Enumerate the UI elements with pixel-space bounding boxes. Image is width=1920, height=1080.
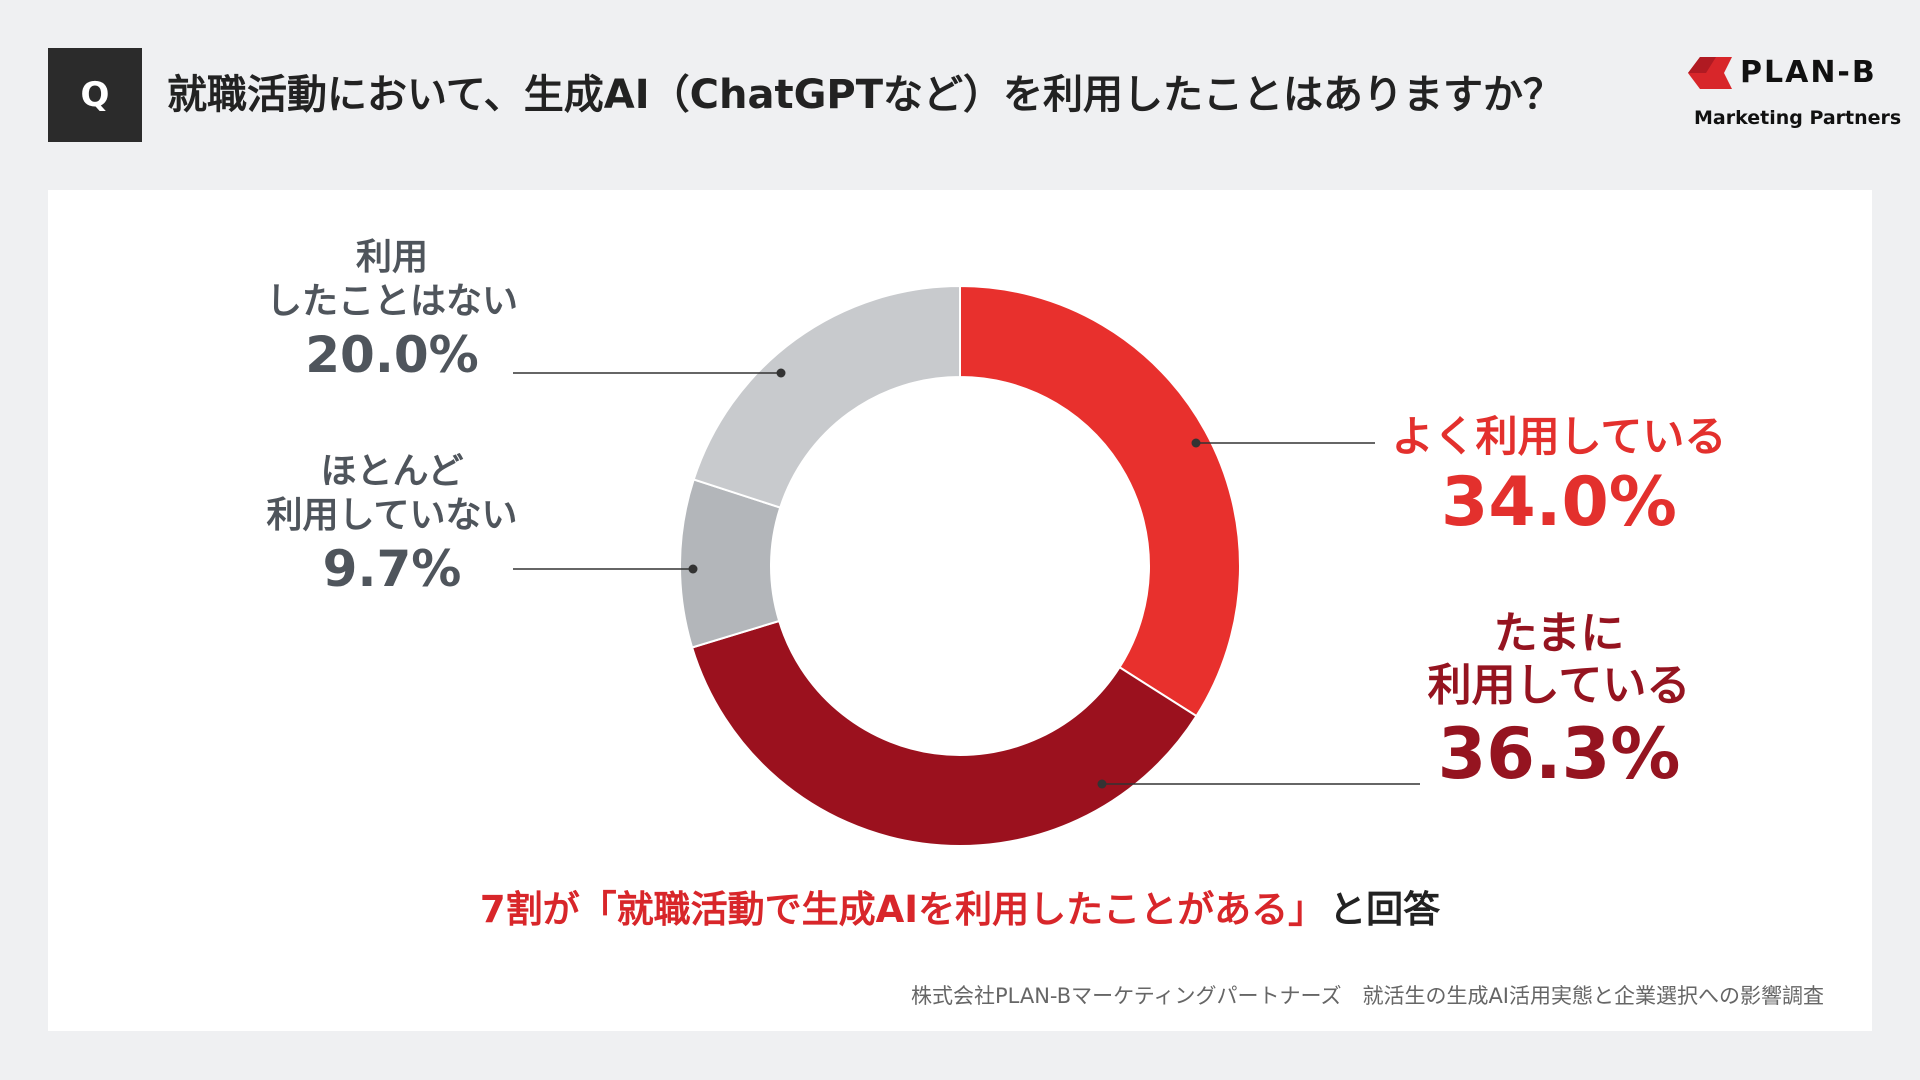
logo-sub: Marketing Partners <box>1694 107 1902 129</box>
donut-slice <box>690 619 1198 847</box>
donut-slice <box>679 478 782 649</box>
slice-label-value: 9.7% <box>322 540 462 598</box>
donut-slice <box>959 284 1241 718</box>
leader-dot <box>1191 438 1201 448</box>
logo-mark-icon <box>1688 57 1732 89</box>
slice-label-name: ほとんど <box>320 451 464 492</box>
slice-label-name: したことはない <box>265 281 519 322</box>
conclusion-rest: と回答 <box>1329 888 1441 931</box>
slice-label-name: 利用していない <box>266 495 518 536</box>
question-badge: Q <box>48 48 142 142</box>
conclusion-highlight: 7割が「就職活動で生成AIを利用したことがある」 <box>479 888 1326 931</box>
page-title: 就職活動において、生成AI（ChatGPTなど）を利用したことはありますか？ <box>167 72 1564 118</box>
logo: PLAN-B Marketing Partners <box>1688 55 1901 136</box>
conclusion: 7割が「就職活動で生成AIを利用したことがある」 と回答 <box>480 886 1440 934</box>
slice-label: 利用 したことはない 20.0% <box>266 236 518 386</box>
slice-label: たまに 利用している 36.3% <box>1428 608 1691 796</box>
leader-dot <box>688 564 698 574</box>
slice-label-name: たまに <box>1493 608 1625 659</box>
source-note: 株式会社PLAN-Bマーケティングパートナーズ 就活生の生成AI活用実態と企業選… <box>911 984 1824 1008</box>
slice-label-name: 利用している <box>1427 660 1691 711</box>
logo-brand: PLAN-B <box>1740 55 1877 90</box>
slice-label: ほとんど 利用していない 9.7% <box>267 450 518 600</box>
slice-label-value: 34.0% <box>1441 463 1677 542</box>
leader-dot <box>1097 779 1107 789</box>
slice-label-value: 20.0% <box>305 326 479 384</box>
slice-label-name: 利用 <box>355 237 429 278</box>
leader-dot <box>776 368 786 378</box>
slice-label-name: よく利用している <box>1391 412 1727 461</box>
slice-label: よく利用している 34.0% <box>1392 412 1727 544</box>
slice-label-value: 36.3% <box>1437 713 1681 795</box>
donut-slice <box>692 284 961 509</box>
